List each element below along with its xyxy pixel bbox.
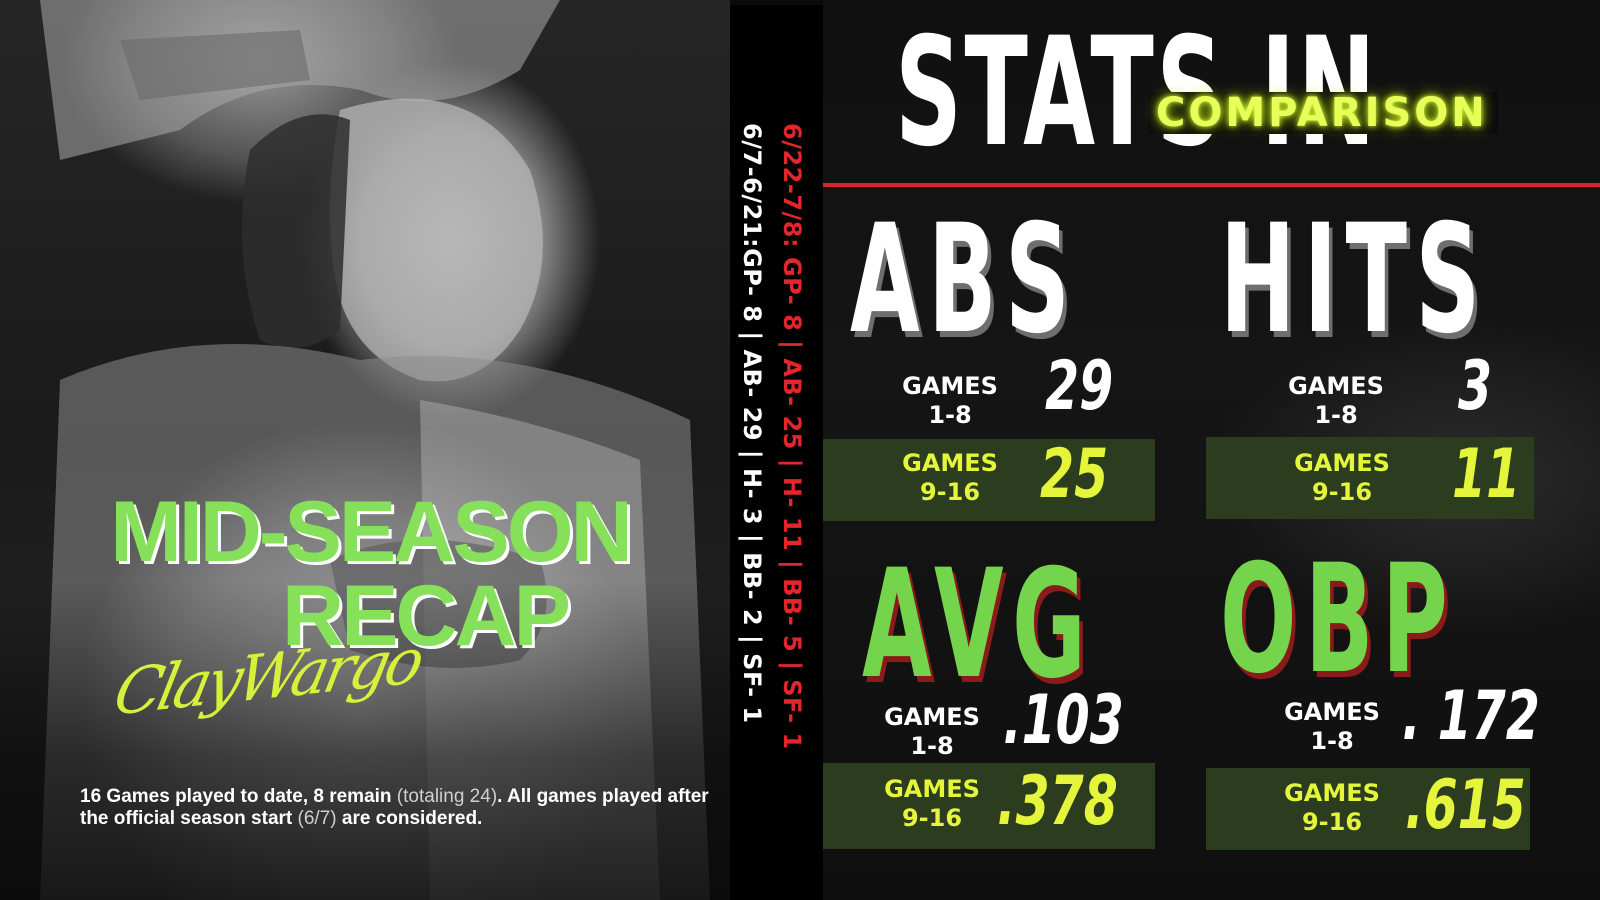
abs-label-games-1-8: GAMES 1-8 <box>880 372 1020 430</box>
obp-label-games-1-8: GAMES 1-8 <box>1262 698 1402 756</box>
hits-highlight-box <box>1206 437 1534 519</box>
abs-label-a-text: GAMES 1-8 <box>902 372 998 429</box>
obp-label-a-text: GAMES 1-8 <box>1284 698 1380 755</box>
avg-label-games-1-8: GAMES 1-8 <box>862 703 1002 761</box>
note-light-1: (totaling 24) <box>391 786 498 807</box>
note-bold-2: . All games played after the official se… <box>80 786 709 829</box>
note-bold-3: are considered. <box>336 808 483 829</box>
abs-label-b-text: GAMES 9-16 <box>902 449 998 506</box>
obp-highlight-box <box>1206 768 1530 850</box>
avg-highlight-box <box>823 763 1155 849</box>
summary-strip: 6/22-7/8: GP- 8 | AB- 25 | H- 11 | BB- 5… <box>730 5 823 900</box>
recap-line-1: MID-SEASON <box>110 484 632 580</box>
avg-label-a-text: GAMES 1-8 <box>884 703 980 760</box>
abs-value-games-9-16: 25 <box>1040 435 1109 514</box>
stat-heading-abs: ABS <box>850 193 1079 367</box>
title-divider <box>823 183 1600 187</box>
obp-value-games-1-8: . 172 <box>1402 677 1540 756</box>
abs-highlight-box <box>823 439 1155 521</box>
hits-label-games-1-8: GAMES 1-8 <box>1266 372 1406 430</box>
note-light-2: (6/7) <box>292 808 337 829</box>
avg-label-b-text: GAMES 9-16 <box>884 775 980 832</box>
strip-line-recent: 6/22-7/8: GP- 8 | AB- 25 | H- 11 | BB- 5… <box>778 123 806 750</box>
strip-line-early: 6/7-6/21:GP- 8 | AB- 29 | H- 3 | BB- 2 |… <box>738 123 766 724</box>
season-note: 16 Games played to date, 8 remain (total… <box>80 786 730 830</box>
hits-value-games-9-16: 11 <box>1452 435 1521 514</box>
photo-shade <box>0 580 730 900</box>
obp-label-b-text: GAMES 9-16 <box>1284 779 1380 836</box>
abs-value-games-1-8: 29 <box>1045 347 1114 426</box>
obp-value-games-9-16: .615 <box>1405 766 1526 845</box>
player-photo <box>0 0 730 900</box>
avg-value-games-1-8: .103 <box>1003 681 1124 760</box>
avg-label-games-9-16: GAMES 9-16 <box>862 775 1002 833</box>
note-bold-1: 16 Games played to date, 8 remain <box>80 786 392 807</box>
recap-title: MID-SEASON RECAP <box>60 489 680 664</box>
hits-label-games-9-16: GAMES 9-16 <box>1272 449 1412 507</box>
hits-label-b-text: GAMES 9-16 <box>1294 449 1390 506</box>
hits-value-games-1-8: 3 <box>1458 347 1493 426</box>
abs-label-games-9-16: GAMES 9-16 <box>880 449 1020 507</box>
recap-line-2: RECAP <box>281 568 571 664</box>
obp-label-games-9-16: GAMES 9-16 <box>1262 779 1402 837</box>
stat-heading-hits: HITS <box>1220 193 1489 367</box>
avg-value-games-9-16: .378 <box>997 762 1118 841</box>
hits-label-a-text: GAMES 1-8 <box>1288 372 1384 429</box>
title-comparison: COMPARISON <box>1148 92 1498 134</box>
stat-heading-avg: AVG <box>862 538 1095 712</box>
stat-heading-obp: OBP <box>1220 533 1457 707</box>
